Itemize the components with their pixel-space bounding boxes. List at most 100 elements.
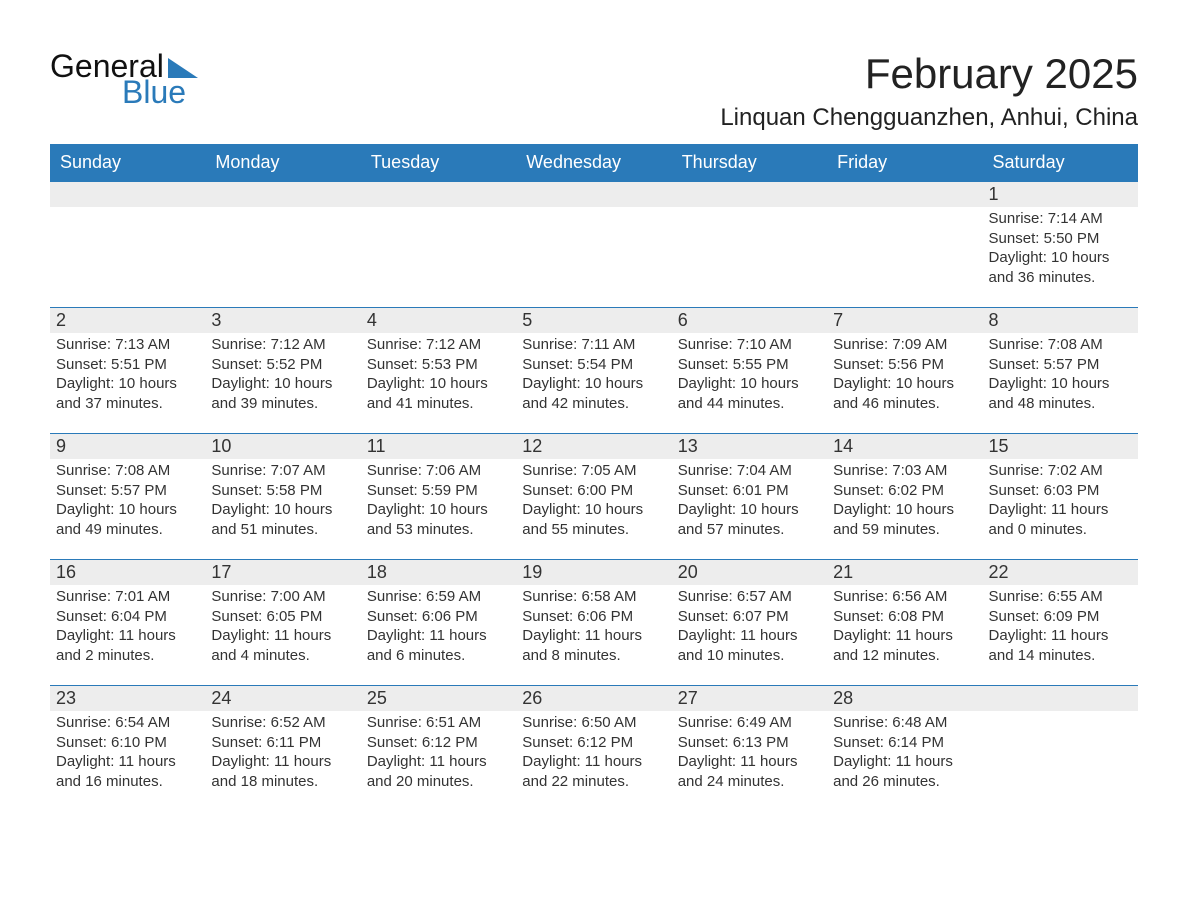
sunset-line: Sunset: 6:08 PM — [833, 607, 976, 627]
sunset-line: Sunset: 6:06 PM — [522, 607, 665, 627]
sunrise-line: Sunrise: 7:09 AM — [833, 335, 976, 355]
daylight-line: Daylight: 10 hours and 41 minutes. — [367, 374, 510, 413]
daylight-line: Daylight: 10 hours and 55 minutes. — [522, 500, 665, 539]
calendar-table: SundayMondayTuesdayWednesdayThursdayFrid… — [50, 144, 1138, 811]
logo-text-blue: Blue — [50, 76, 198, 108]
daylight-line: Daylight: 10 hours and 42 minutes. — [522, 374, 665, 413]
day-cell: 27Sunrise: 6:49 AMSunset: 6:13 PMDayligh… — [672, 685, 827, 811]
sunset-line: Sunset: 6:03 PM — [989, 481, 1132, 501]
day-number: . — [50, 181, 205, 207]
day-cell: . — [672, 181, 827, 307]
sunset-line: Sunset: 5:51 PM — [56, 355, 199, 375]
weekday-header: Friday — [827, 144, 982, 181]
day-number: 16 — [50, 559, 205, 585]
weekday-row: SundayMondayTuesdayWednesdayThursdayFrid… — [50, 144, 1138, 181]
sunrise-line: Sunrise: 7:13 AM — [56, 335, 199, 355]
day-cell: . — [827, 181, 982, 307]
sunrise-line: Sunrise: 7:14 AM — [989, 209, 1132, 229]
daylight-line: Daylight: 10 hours and 59 minutes. — [833, 500, 976, 539]
day-info: Sunrise: 7:08 AMSunset: 5:57 PMDaylight:… — [983, 333, 1138, 419]
day-number: 18 — [361, 559, 516, 585]
sunrise-line: Sunrise: 7:10 AM — [678, 335, 821, 355]
day-cell: 16Sunrise: 7:01 AMSunset: 6:04 PMDayligh… — [50, 559, 205, 685]
day-info: Sunrise: 6:48 AMSunset: 6:14 PMDaylight:… — [827, 711, 982, 797]
day-info: Sunrise: 7:07 AMSunset: 5:58 PMDaylight:… — [205, 459, 360, 545]
day-number: 26 — [516, 685, 671, 711]
daylight-line: Daylight: 11 hours and 14 minutes. — [989, 626, 1132, 665]
day-number: 14 — [827, 433, 982, 459]
day-info: Sunrise: 6:50 AMSunset: 6:12 PMDaylight:… — [516, 711, 671, 797]
day-cell: 17Sunrise: 7:00 AMSunset: 6:05 PMDayligh… — [205, 559, 360, 685]
day-info: Sunrise: 7:06 AMSunset: 5:59 PMDaylight:… — [361, 459, 516, 545]
sunrise-line: Sunrise: 7:12 AM — [211, 335, 354, 355]
weekday-header: Thursday — [672, 144, 827, 181]
day-cell: 26Sunrise: 6:50 AMSunset: 6:12 PMDayligh… — [516, 685, 671, 811]
sunset-line: Sunset: 5:57 PM — [989, 355, 1132, 375]
sunset-line: Sunset: 5:50 PM — [989, 229, 1132, 249]
day-cell: 25Sunrise: 6:51 AMSunset: 6:12 PMDayligh… — [361, 685, 516, 811]
day-info: Sunrise: 6:57 AMSunset: 6:07 PMDaylight:… — [672, 585, 827, 671]
sunset-line: Sunset: 6:04 PM — [56, 607, 199, 627]
calendar-body: ......1Sunrise: 7:14 AMSunset: 5:50 PMDa… — [50, 181, 1138, 811]
day-cell: 2Sunrise: 7:13 AMSunset: 5:51 PMDaylight… — [50, 307, 205, 433]
sunrise-line: Sunrise: 7:08 AM — [56, 461, 199, 481]
day-info: Sunrise: 7:00 AMSunset: 6:05 PMDaylight:… — [205, 585, 360, 671]
daylight-line: Daylight: 11 hours and 10 minutes. — [678, 626, 821, 665]
day-number: . — [983, 685, 1138, 711]
day-info: Sunrise: 7:03 AMSunset: 6:02 PMDaylight:… — [827, 459, 982, 545]
sunset-line: Sunset: 6:12 PM — [522, 733, 665, 753]
day-number: 8 — [983, 307, 1138, 333]
day-info: Sunrise: 6:49 AMSunset: 6:13 PMDaylight:… — [672, 711, 827, 797]
sunset-line: Sunset: 5:53 PM — [367, 355, 510, 375]
sunrise-line: Sunrise: 6:54 AM — [56, 713, 199, 733]
day-number: 22 — [983, 559, 1138, 585]
sunset-line: Sunset: 6:01 PM — [678, 481, 821, 501]
sunset-line: Sunset: 6:13 PM — [678, 733, 821, 753]
day-number: 20 — [672, 559, 827, 585]
sunrise-line: Sunrise: 6:58 AM — [522, 587, 665, 607]
weekday-header: Sunday — [50, 144, 205, 181]
sunset-line: Sunset: 6:00 PM — [522, 481, 665, 501]
weekday-header: Monday — [205, 144, 360, 181]
daylight-line: Daylight: 10 hours and 53 minutes. — [367, 500, 510, 539]
day-cell: . — [983, 685, 1138, 811]
day-number: 10 — [205, 433, 360, 459]
sunset-line: Sunset: 5:54 PM — [522, 355, 665, 375]
day-cell: . — [50, 181, 205, 307]
day-info: Sunrise: 6:55 AMSunset: 6:09 PMDaylight:… — [983, 585, 1138, 671]
day-number: 12 — [516, 433, 671, 459]
daylight-line: Daylight: 11 hours and 20 minutes. — [367, 752, 510, 791]
day-number: 28 — [827, 685, 982, 711]
day-number: 27 — [672, 685, 827, 711]
sunset-line: Sunset: 5:52 PM — [211, 355, 354, 375]
day-info: Sunrise: 7:12 AMSunset: 5:53 PMDaylight:… — [361, 333, 516, 419]
day-number: 15 — [983, 433, 1138, 459]
day-info: Sunrise: 6:58 AMSunset: 6:06 PMDaylight:… — [516, 585, 671, 671]
day-number: 23 — [50, 685, 205, 711]
sunrise-line: Sunrise: 6:50 AM — [522, 713, 665, 733]
day-info: Sunrise: 6:56 AMSunset: 6:08 PMDaylight:… — [827, 585, 982, 671]
week-row: 2Sunrise: 7:13 AMSunset: 5:51 PMDaylight… — [50, 307, 1138, 433]
sunrise-line: Sunrise: 6:52 AM — [211, 713, 354, 733]
day-cell: 28Sunrise: 6:48 AMSunset: 6:14 PMDayligh… — [827, 685, 982, 811]
day-cell: 23Sunrise: 6:54 AMSunset: 6:10 PMDayligh… — [50, 685, 205, 811]
sunrise-line: Sunrise: 6:51 AM — [367, 713, 510, 733]
day-cell: 11Sunrise: 7:06 AMSunset: 5:59 PMDayligh… — [361, 433, 516, 559]
day-cell: 3Sunrise: 7:12 AMSunset: 5:52 PMDaylight… — [205, 307, 360, 433]
daylight-line: Daylight: 10 hours and 48 minutes. — [989, 374, 1132, 413]
day-info: Sunrise: 6:51 AMSunset: 6:12 PMDaylight:… — [361, 711, 516, 797]
day-cell: 24Sunrise: 6:52 AMSunset: 6:11 PMDayligh… — [205, 685, 360, 811]
sunset-line: Sunset: 6:10 PM — [56, 733, 199, 753]
day-info: Sunrise: 7:12 AMSunset: 5:52 PMDaylight:… — [205, 333, 360, 419]
sunrise-line: Sunrise: 6:56 AM — [833, 587, 976, 607]
day-cell: 7Sunrise: 7:09 AMSunset: 5:56 PMDaylight… — [827, 307, 982, 433]
day-cell: 6Sunrise: 7:10 AMSunset: 5:55 PMDaylight… — [672, 307, 827, 433]
daylight-line: Daylight: 10 hours and 37 minutes. — [56, 374, 199, 413]
day-cell: 10Sunrise: 7:07 AMSunset: 5:58 PMDayligh… — [205, 433, 360, 559]
daylight-line: Daylight: 11 hours and 0 minutes. — [989, 500, 1132, 539]
sunrise-line: Sunrise: 7:04 AM — [678, 461, 821, 481]
day-cell: 8Sunrise: 7:08 AMSunset: 5:57 PMDaylight… — [983, 307, 1138, 433]
sunrise-line: Sunrise: 7:03 AM — [833, 461, 976, 481]
day-number: 17 — [205, 559, 360, 585]
day-info: Sunrise: 7:08 AMSunset: 5:57 PMDaylight:… — [50, 459, 205, 545]
